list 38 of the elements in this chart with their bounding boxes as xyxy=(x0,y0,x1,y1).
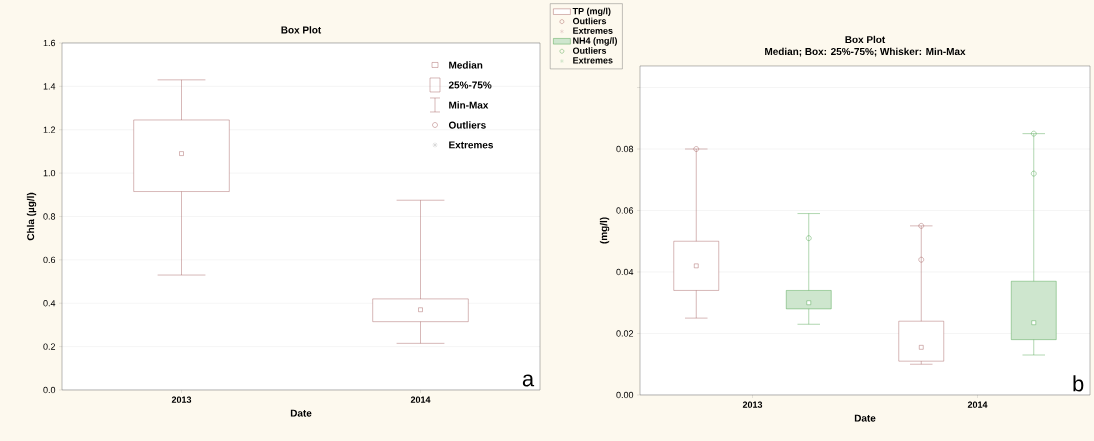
x-axis-title: Date xyxy=(854,414,876,422)
annotation: Min-Max xyxy=(449,101,489,109)
annotation: b xyxy=(1073,375,1084,392)
text: Outliers xyxy=(572,47,607,54)
legend-label: TP (mg/l) xyxy=(572,7,611,17)
chart-title: Box Plot xyxy=(281,26,322,34)
y-tick-label: 0.02 xyxy=(616,330,634,337)
y-tick-label: 0.6 xyxy=(43,256,56,264)
y-tick-label: 0.00 xyxy=(616,391,634,399)
chart-title: Box Plot xyxy=(845,35,886,44)
annotation: 25%-75% xyxy=(448,81,492,89)
chart-subtitle: Median; Box: 25%-75%; Whisker: Min-Max xyxy=(765,47,966,57)
y-tick-label: 0.4 xyxy=(43,300,56,307)
y-tick-label: 0.0 xyxy=(43,386,56,394)
annotation: Median xyxy=(449,61,483,69)
x-tick-label: 2014 xyxy=(967,401,988,408)
y-tick-label: 0.8 xyxy=(43,213,56,220)
y-tick-label: 0.06 xyxy=(616,207,634,214)
y-tick-label: 1.0 xyxy=(43,169,56,177)
annotation: a xyxy=(522,374,535,387)
x-tick-label: 2014 xyxy=(410,396,431,403)
y-tick-label: 1.6 xyxy=(43,39,56,47)
legend-label: NH4 (mg/l) xyxy=(573,37,617,46)
x-tick-label: 2013 xyxy=(742,401,763,408)
annotation: Outliers xyxy=(448,121,486,129)
x-tick-label: 2013 xyxy=(171,396,192,403)
text: Extremes xyxy=(573,27,613,34)
y-axis-title: Chla (µg/l) xyxy=(26,192,37,241)
y-tick-label: 1.4 xyxy=(43,83,56,90)
y-tick-label: 0.04 xyxy=(616,268,634,276)
y-axis-title: (mg/l) xyxy=(599,217,610,244)
x-axis-title: Date xyxy=(290,409,312,417)
text: Extremes xyxy=(573,57,613,64)
annotation: Extremes xyxy=(449,141,493,149)
y-tick-label: 0.08 xyxy=(616,145,634,153)
y-tick-label: 0.2 xyxy=(43,343,56,350)
text: Outliers xyxy=(572,17,607,25)
y-tick-label: 1.2 xyxy=(43,126,56,133)
